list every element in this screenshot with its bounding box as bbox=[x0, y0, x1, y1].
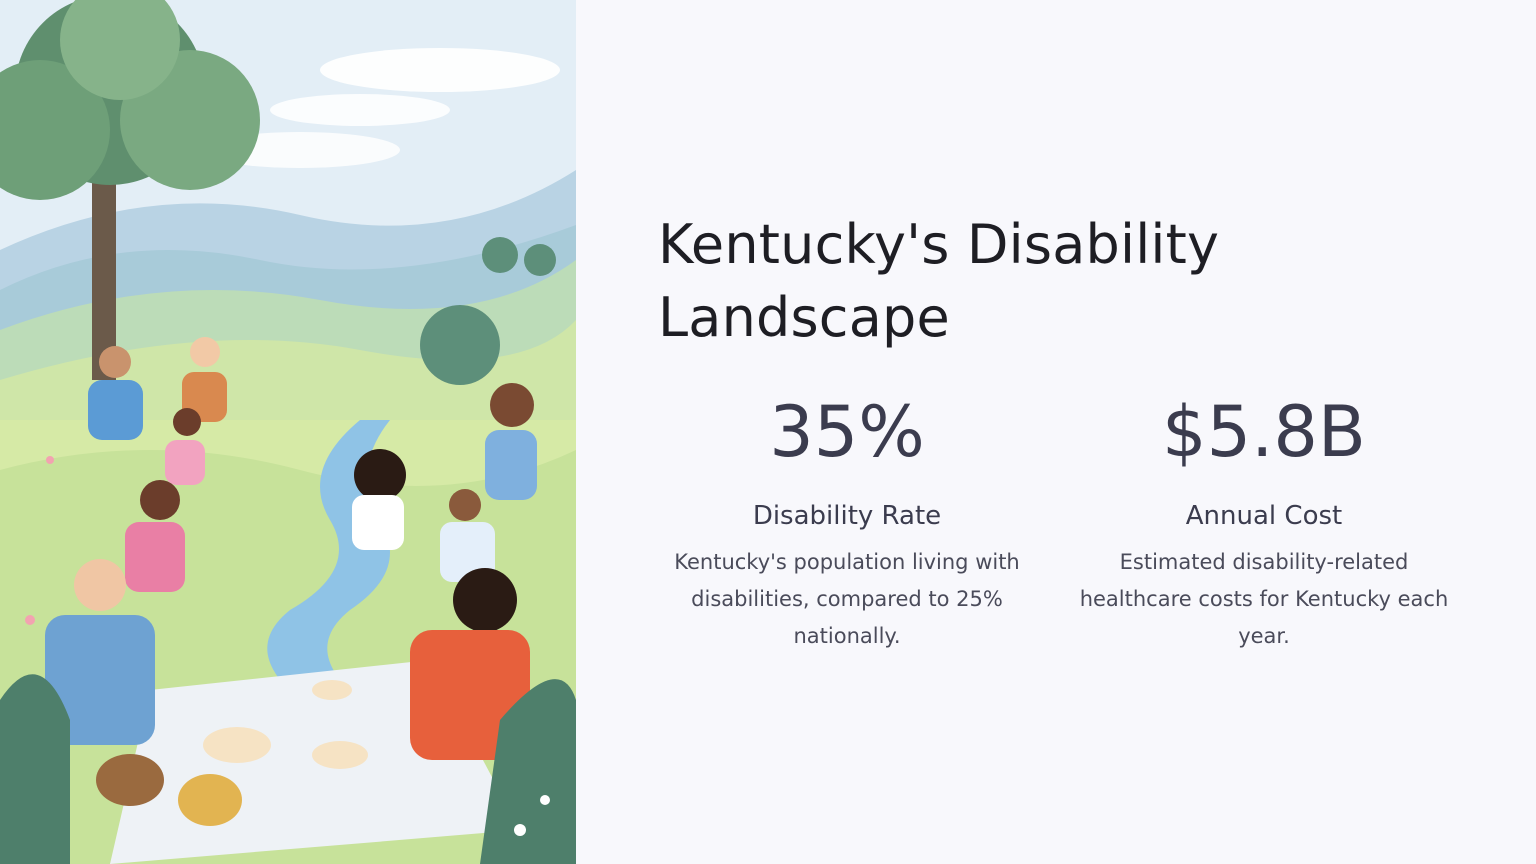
stat-description: Kentucky's population living with disabi… bbox=[674, 550, 1020, 648]
stat-disability-rate: 35% Disability Rate Kentucky's populatio… bbox=[657, 388, 1037, 655]
stat-annual-cost: $5.8B Annual Cost Estimated disability-r… bbox=[1074, 388, 1454, 655]
slide-title: Kentucky's Disability Landscape bbox=[658, 213, 1220, 349]
stat-value: $5.8B bbox=[1162, 391, 1366, 473]
stat-label: Annual Cost bbox=[1185, 501, 1343, 531]
content-panel: Kentucky's Disability Landscape 35% Disa… bbox=[576, 0, 1536, 864]
stat-description: Estimated disability-related healthcare … bbox=[1079, 550, 1449, 648]
picnic-illustration bbox=[0, 0, 576, 864]
stat-value: 35% bbox=[769, 391, 925, 473]
stat-label: Disability Rate bbox=[752, 501, 942, 531]
